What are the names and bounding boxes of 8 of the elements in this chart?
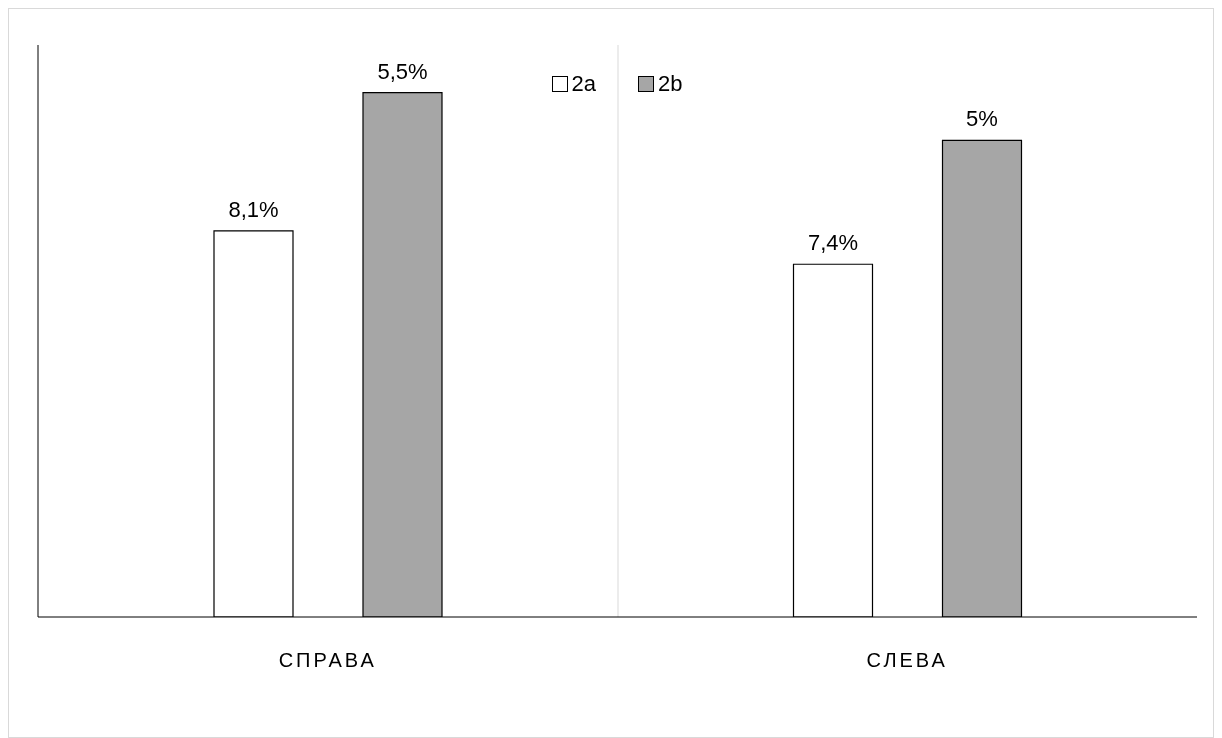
legend-label: 2b [657, 71, 683, 97]
legend-label: 2a [570, 71, 596, 97]
data-label: 7,4% [807, 230, 859, 256]
data-label: 8,1% [228, 196, 279, 222]
data-label: 5,5% [377, 58, 428, 84]
x-tick-label: СЛЕВА [866, 649, 948, 672]
x-tick-label: СПРАВА [278, 649, 377, 672]
data-label: 5% [966, 106, 998, 132]
